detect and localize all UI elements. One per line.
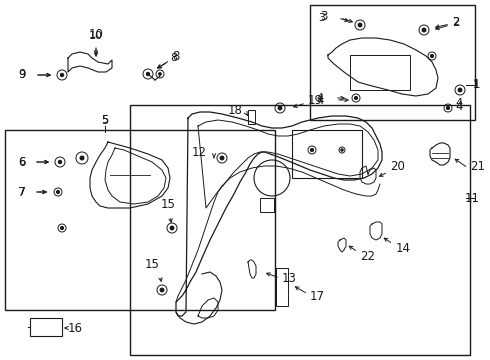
Circle shape [358, 23, 362, 27]
Text: 4: 4 [455, 98, 462, 108]
Text: 9: 9 [18, 68, 25, 81]
Circle shape [458, 88, 462, 92]
Bar [276, 268, 288, 306]
Text: 16: 16 [68, 321, 83, 334]
Circle shape [422, 28, 426, 32]
Text: 9: 9 [18, 70, 25, 80]
Text: 21: 21 [470, 159, 485, 172]
Circle shape [80, 156, 84, 160]
Circle shape [170, 226, 174, 230]
Text: 6: 6 [18, 156, 25, 168]
Circle shape [355, 96, 357, 99]
Circle shape [160, 288, 164, 292]
Bar [30, 318, 62, 336]
Circle shape [58, 161, 62, 163]
Text: 18: 18 [228, 104, 243, 117]
Text: 10: 10 [89, 28, 103, 41]
Bar [248, 110, 255, 124]
Bar [5, 130, 275, 310]
Bar [292, 130, 362, 178]
Text: 10: 10 [89, 31, 103, 41]
Text: 8: 8 [170, 53, 177, 63]
Text: 2: 2 [452, 15, 460, 28]
Text: 1: 1 [472, 78, 480, 91]
Text: 1: 1 [473, 80, 480, 90]
Circle shape [311, 149, 314, 152]
Bar [130, 105, 470, 355]
Text: 3: 3 [318, 13, 325, 23]
Text: 22: 22 [360, 249, 375, 262]
Text: 8: 8 [172, 49, 179, 63]
Bar [310, 5, 475, 120]
Text: 5: 5 [101, 113, 109, 126]
Text: 4: 4 [316, 94, 323, 107]
Circle shape [60, 73, 64, 77]
Text: 5: 5 [101, 115, 108, 125]
Text: 2: 2 [452, 17, 459, 27]
Circle shape [61, 226, 63, 229]
Circle shape [341, 149, 343, 151]
Circle shape [220, 156, 224, 160]
Text: 11: 11 [465, 192, 480, 204]
Bar [260, 198, 274, 212]
Text: 7: 7 [18, 187, 25, 197]
Circle shape [446, 107, 449, 109]
Circle shape [159, 73, 161, 75]
Text: 19: 19 [308, 94, 323, 107]
Text: 20: 20 [390, 159, 405, 172]
Text: 7: 7 [18, 185, 25, 198]
Text: 6: 6 [18, 157, 25, 167]
Text: 4: 4 [316, 93, 323, 103]
Text: 17: 17 [310, 289, 325, 302]
Circle shape [147, 72, 149, 76]
Circle shape [431, 55, 433, 57]
Text: 14: 14 [396, 242, 411, 255]
Bar [350, 55, 410, 90]
Text: 12: 12 [192, 145, 207, 158]
Circle shape [278, 106, 282, 110]
Text: 4: 4 [455, 99, 463, 112]
Circle shape [57, 190, 59, 193]
Text: 15: 15 [161, 198, 175, 211]
Text: 13: 13 [282, 271, 297, 284]
Text: 3: 3 [320, 9, 327, 22]
Text: 15: 15 [145, 258, 159, 271]
